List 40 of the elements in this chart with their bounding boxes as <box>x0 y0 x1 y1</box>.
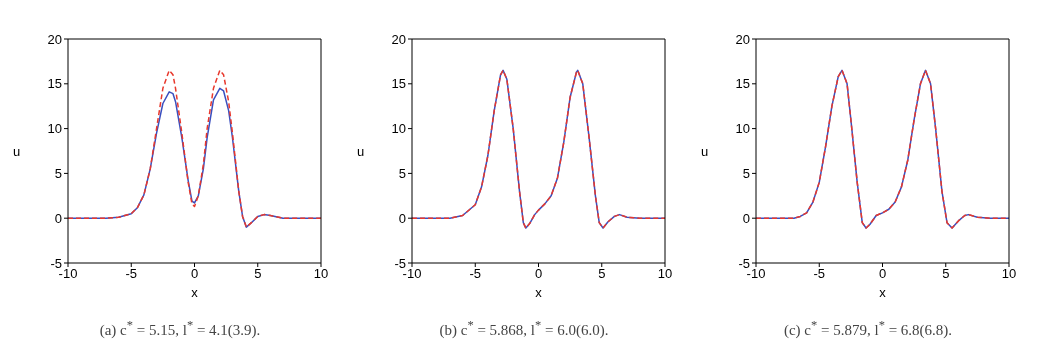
text: (a) c$^{*}$ = 5.15, l$^{*}$ = 4.1(3.9). <box>98 318 262 339</box>
y-axis-title: u <box>357 143 365 159</box>
y-tick-label: 0 <box>742 210 750 226</box>
y-tick-label: -5 <box>50 255 62 271</box>
x-tick-label: 10 <box>313 266 329 282</box>
y-tick-label: 15 <box>47 76 62 92</box>
x-tick-label: 0 <box>878 266 887 282</box>
y-tick-label: 5 <box>54 166 62 182</box>
y-tick-label: 20 <box>391 31 406 47</box>
y-tick-label: 20 <box>735 31 750 47</box>
y-tick-label: 10 <box>735 121 750 137</box>
y-tick-label: 5 <box>398 166 406 182</box>
y-tick-label: 0 <box>54 210 62 226</box>
x-axis-title: x <box>191 285 199 300</box>
y-tick-label: 0 <box>398 210 406 226</box>
x-tick-label: 10 <box>1001 266 1017 282</box>
y-axis-title: u <box>701 143 709 159</box>
x-axis-title: x <box>535 285 543 300</box>
x-tick-label: 5 <box>942 266 950 282</box>
x-axis-title: x <box>879 285 887 300</box>
y-axis-title: u <box>13 143 21 159</box>
text: (c) c$^{*}$ = 5.879, l$^{*}$ = 6.8(6.8). <box>782 318 954 339</box>
y-tick-label: 10 <box>391 121 406 137</box>
text: (b) c$^{*}$ = 5.868, l$^{*}$ = 6.0(6.0). <box>438 318 610 339</box>
y-tick-label: 20 <box>47 31 62 47</box>
x-tick-label: 5 <box>598 266 606 282</box>
x-tick-label: 10 <box>657 266 673 282</box>
y-tick-label: -5 <box>394 255 406 271</box>
y-tick-label: 10 <box>47 121 62 137</box>
x-tick-label: -5 <box>813 266 826 282</box>
line-series <box>756 69 1009 229</box>
x-tick-label: 0 <box>190 266 199 282</box>
y-tick-label: 15 <box>735 76 750 92</box>
y-tick-label: 5 <box>742 166 750 182</box>
x-tick-label: 5 <box>254 266 262 282</box>
x-tick-label: -5 <box>469 266 482 282</box>
y-tick-label: 15 <box>391 76 406 92</box>
x-tick-label: 0 <box>534 266 543 282</box>
y-tick-label: -5 <box>738 255 750 271</box>
x-tick-label: -5 <box>125 266 138 282</box>
